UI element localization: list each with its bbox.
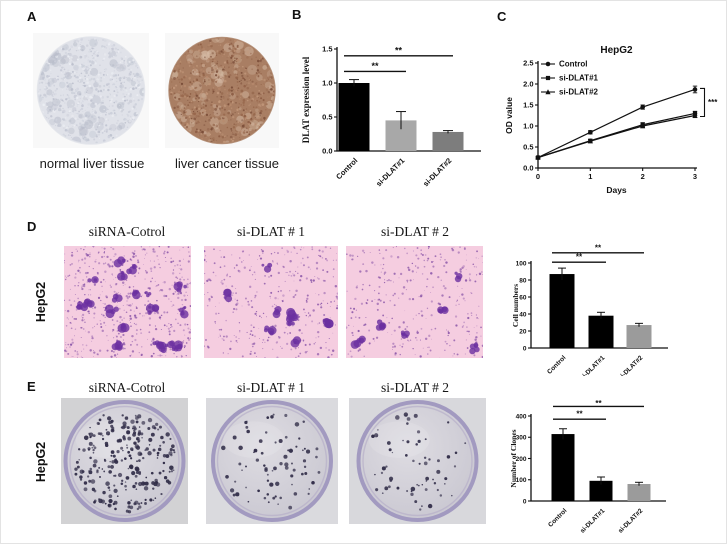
panel-e-label: E bbox=[27, 379, 36, 394]
svg-text:0.5: 0.5 bbox=[523, 142, 533, 151]
svg-text:Cell numbers: Cell numbers bbox=[513, 284, 520, 327]
svg-text:Days: Days bbox=[606, 185, 627, 195]
panel-b-bar-chart: 0.0 0.5 1.0 1.5 Control si-DLAT#1 si-DLAT#2 ** *… bbox=[301, 44, 481, 188]
panel-e-row-label: HepG2 bbox=[34, 441, 48, 483]
svg-text:**: ** bbox=[595, 399, 602, 408]
svg-text:si-DLAT#2: si-DLAT#2 bbox=[421, 156, 453, 188]
svg-text:0.5: 0.5 bbox=[322, 112, 332, 121]
normal-liver-tissue-image bbox=[33, 33, 149, 148]
panel-d-column-2-header: si-DLAT # 1 bbox=[236, 224, 305, 239]
svg-text:1.0: 1.0 bbox=[523, 121, 533, 130]
svg-text:Control: Control bbox=[546, 354, 567, 375]
svg-text:OD value: OD value bbox=[504, 97, 514, 134]
svg-text:1.5: 1.5 bbox=[322, 44, 332, 53]
svg-text:si-DLAT#2: si-DLAT#2 bbox=[617, 507, 645, 535]
panel-d-column-1-header: siRNA-Cotrol bbox=[88, 224, 166, 239]
svg-text:**: ** bbox=[395, 45, 403, 55]
svg-text:100: 100 bbox=[516, 477, 527, 484]
svg-text:1.0: 1.0 bbox=[322, 78, 332, 87]
svg-text:0.0: 0.0 bbox=[523, 163, 533, 172]
svg-text:Control: Control bbox=[547, 507, 568, 528]
panel-e-column-1-header: siRNA-Cotrol bbox=[88, 380, 166, 395]
svg-text:si-DLAT#2: si-DLAT#2 bbox=[559, 88, 599, 97]
svg-text:Number of Clones: Number of Clones bbox=[511, 429, 518, 487]
panel-e-column-2-header: si-DLAT # 1 bbox=[236, 380, 305, 395]
panel-c-label: C bbox=[497, 9, 507, 24]
svg-text:si-DLAT#1: si-DLAT#1 bbox=[579, 354, 607, 376]
liver-cancer-tissue-image bbox=[165, 33, 279, 148]
svg-text:si-DLAT#1: si-DLAT#1 bbox=[559, 74, 599, 83]
svg-text:0.0: 0.0 bbox=[322, 146, 332, 155]
migration-image-si-dlat-1 bbox=[204, 246, 338, 358]
panel-b-label: B bbox=[292, 7, 302, 22]
svg-text:0: 0 bbox=[523, 498, 527, 505]
svg-text:100: 100 bbox=[516, 260, 527, 267]
svg-text:**: ** bbox=[576, 410, 583, 419]
svg-text:0: 0 bbox=[523, 345, 527, 352]
svg-text:**: ** bbox=[576, 253, 583, 262]
colony-plate-si-dlat-2 bbox=[349, 398, 486, 524]
svg-text:**: ** bbox=[371, 61, 379, 71]
svg-text:si-DLAT#1: si-DLAT#1 bbox=[374, 156, 406, 188]
svg-text:si-DLAT#1: si-DLAT#1 bbox=[579, 507, 607, 535]
panel-e-column-3-header: si-DLAT # 2 bbox=[380, 380, 449, 395]
panel-e-bar-chart: 0 100 200 300 400 Control si-DLAT#1 si-DLAT#2 **… bbox=[511, 399, 666, 535]
colony-plate-control bbox=[61, 398, 188, 524]
svg-text:80: 80 bbox=[519, 277, 527, 284]
svg-text:0: 0 bbox=[536, 172, 540, 181]
liver-cancer-micrograph bbox=[168, 36, 276, 145]
svg-text:***: *** bbox=[708, 98, 718, 107]
svg-text:Control: Control bbox=[559, 60, 587, 69]
migration-image-control bbox=[64, 246, 191, 358]
svg-text:400: 400 bbox=[516, 413, 527, 420]
svg-text:1: 1 bbox=[588, 172, 592, 181]
svg-text:Control: Control bbox=[334, 156, 359, 181]
svg-text:20: 20 bbox=[519, 328, 527, 335]
svg-text:60: 60 bbox=[519, 294, 527, 301]
svg-text:3: 3 bbox=[693, 172, 697, 181]
normal-tissue-caption: normal liver tissue bbox=[39, 156, 145, 171]
svg-text:1.5: 1.5 bbox=[523, 100, 533, 109]
svg-text:si-DLAT#2: si-DLAT#2 bbox=[617, 354, 645, 376]
cancer-tissue-caption: liver cancer tissue bbox=[174, 156, 280, 171]
migration-image-si-dlat-2 bbox=[346, 246, 483, 358]
panel-a-label: A bbox=[27, 9, 37, 24]
svg-text:300: 300 bbox=[516, 435, 527, 442]
svg-text:2: 2 bbox=[641, 172, 645, 181]
panel-d-row-label: HepG2 bbox=[34, 281, 48, 323]
panel-c-line-chart: HepG2 0.0 0.5 1.0 1.5 2.0 2.5 0 1 2 3 Days OD value C… bbox=[504, 45, 718, 195]
panel-d-bar-chart: 0 20 40 60 80 100 Control si-DLAT#1 si-DLAT#2 ** *… bbox=[513, 243, 668, 376]
svg-text:DLAT expression level: DLAT expression level bbox=[301, 56, 311, 143]
svg-text:HepG2: HepG2 bbox=[600, 45, 633, 56]
svg-text:2.5: 2.5 bbox=[523, 58, 533, 67]
svg-text:**: ** bbox=[595, 243, 602, 252]
svg-text:200: 200 bbox=[516, 456, 527, 463]
svg-text:2.0: 2.0 bbox=[523, 79, 533, 88]
svg-text:40: 40 bbox=[519, 311, 527, 318]
panel-d-label: D bbox=[27, 219, 37, 234]
panel-d-column-3-header: si-DLAT # 2 bbox=[380, 224, 449, 239]
normal-liver-micrograph bbox=[36, 36, 146, 145]
colony-plate-si-dlat-1 bbox=[206, 398, 338, 524]
